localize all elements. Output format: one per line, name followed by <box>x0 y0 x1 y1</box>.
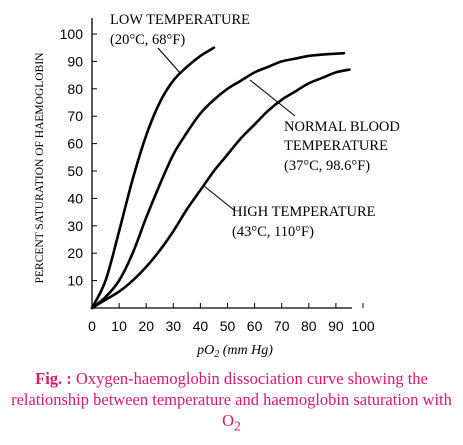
high-temperature-curve <box>90 68 351 310</box>
y-axis-label-group: PERCENT SATURATION OF HAEMOGLOBIN <box>34 52 46 283</box>
x-tick-label: 70 <box>274 318 290 334</box>
x-tick-label: 10 <box>111 318 127 334</box>
y-tick-label: 10 <box>67 273 83 289</box>
figure-caption: Fig. : Oxygen-haemoglobin dissociation c… <box>0 368 463 436</box>
high-temperature-leader <box>203 185 235 211</box>
low-temperature-curve <box>90 46 216 310</box>
y-tick-label: 70 <box>67 108 83 124</box>
normal-temperature-curve <box>90 51 346 310</box>
normal-temperature-sub-label: (37°C, 98.6°F) <box>284 158 370 174</box>
y-tick-label: 100 <box>60 26 84 42</box>
y-tick-label: 50 <box>67 163 83 179</box>
x-axis-label: pO2 (mm Hg) <box>196 343 273 360</box>
caption-prefix: Fig. : <box>35 369 72 388</box>
low-temperature-label: LOW TEMPERATURE <box>110 12 250 28</box>
x-tick-label: 30 <box>166 318 182 334</box>
x-tick-label: 20 <box>138 318 154 334</box>
chart-area: PERCENT SATURATION OF HAEMOGLOBIN 10 20 30… <box>34 12 400 360</box>
y-tick-label: 30 <box>67 218 83 234</box>
caption-subscript: 2 <box>234 418 241 434</box>
y-axis-label: PERCENT SATURATION OF HAEMOGLOBIN <box>34 52 46 283</box>
high-temperature-sub-label: (43°C, 110°F) <box>232 224 314 240</box>
curves <box>90 46 351 310</box>
series-labels: LOW TEMPERATURE (20°C, 68°F) NORMAL BLOOD T… <box>110 12 400 240</box>
x-tick-label: 50 <box>220 318 236 334</box>
low-temperature-sub-label: (20°C, 68°F) <box>110 32 185 48</box>
normal-temperature-label-line1: NORMAL BLOOD <box>284 119 400 135</box>
x-tick-label: 0 <box>88 318 96 334</box>
y-tick-label: 90 <box>67 53 83 69</box>
y-tick-label: 60 <box>67 136 83 152</box>
x-tick-label: 60 <box>247 318 263 334</box>
high-temperature-label: HIGH TEMPERATURE <box>232 204 376 220</box>
normal-temperature-label-line2: TEMPERATURE <box>284 138 388 154</box>
low-temperature-leader <box>157 47 182 75</box>
x-tick-label: 40 <box>193 318 209 334</box>
y-tick-label: 80 <box>67 81 83 97</box>
y-tick-label: 40 <box>67 190 83 206</box>
y-tick-label: 20 <box>67 245 83 261</box>
x-tick-label: 100 <box>351 318 375 334</box>
y-ticks: 10 20 30 40 50 60 70 80 90 100 <box>60 26 97 289</box>
x-tick-label: 90 <box>328 318 344 334</box>
normal-temperature-leader <box>249 79 296 117</box>
x-ticks: 0 10 20 30 40 50 60 70 80 90 100 <box>88 303 375 334</box>
caption-text: Oxygen-haemoglobin dissociation curve sh… <box>11 369 452 430</box>
x-tick-label: 80 <box>301 318 317 334</box>
